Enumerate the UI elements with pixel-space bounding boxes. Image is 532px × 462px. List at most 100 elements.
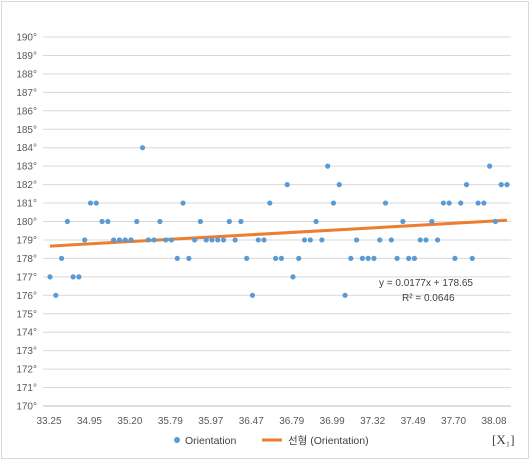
data-point — [301, 237, 308, 243]
data-point — [388, 237, 394, 243]
data-point — [58, 255, 65, 261]
y-axis-ticks: 170° 171° 172° 173° 174° 175° 176° 177° 178° 179°… — [16, 33, 37, 413]
data-point — [192, 237, 198, 243]
data-point — [220, 237, 227, 243]
data-point — [244, 255, 250, 261]
data-point — [406, 255, 412, 261]
data-point — [458, 200, 464, 206]
data-point — [139, 145, 146, 151]
data-point — [116, 237, 123, 243]
data-point — [87, 200, 94, 206]
legend: Orientation 선형 (Orientation) — [174, 435, 369, 447]
y-tick-label: 181° — [16, 199, 37, 210]
data-point — [47, 274, 53, 280]
data-point — [313, 218, 319, 225]
y-tick-label: 189° — [16, 51, 37, 62]
data-point — [249, 292, 256, 298]
data-point — [440, 200, 446, 206]
data-point — [93, 200, 99, 206]
data-point — [452, 255, 458, 261]
data-point — [365, 255, 371, 261]
r-squared-label: R² = 0.0646 — [402, 293, 455, 304]
y-tick-label: 185° — [16, 125, 37, 136]
x-tick-label: 35.79 — [158, 416, 183, 427]
y-tick-label: 187° — [16, 88, 37, 99]
data-point — [359, 255, 365, 261]
x-tick-label: 33.25 — [36, 416, 61, 427]
data-point — [394, 255, 400, 261]
data-points — [47, 145, 510, 298]
data-point — [226, 218, 232, 225]
data-point — [157, 218, 163, 225]
y-tick-label: 178° — [16, 254, 37, 265]
data-point — [296, 255, 302, 261]
data-point — [261, 237, 267, 243]
x-unit-label: [X₁] — [492, 432, 515, 447]
x-tick-label: 35.97 — [198, 416, 223, 427]
data-point — [400, 218, 406, 225]
data-point — [273, 255, 279, 261]
data-point — [186, 255, 192, 261]
data-point — [128, 237, 134, 243]
data-point — [382, 200, 389, 206]
data-point — [492, 218, 499, 225]
y-tick-label: 180° — [16, 217, 37, 228]
data-point — [76, 274, 82, 280]
y-tick-label: 188° — [16, 69, 37, 80]
y-tick-label: 172° — [16, 365, 37, 376]
data-point — [99, 218, 105, 225]
y-tick-label: 170° — [16, 402, 37, 413]
data-point — [278, 255, 284, 261]
data-point — [82, 237, 88, 243]
x-tick-label: 38.08 — [481, 416, 506, 427]
data-point — [197, 218, 204, 225]
x-tick-label: 37.49 — [401, 416, 426, 427]
data-point — [255, 237, 261, 243]
data-point — [267, 200, 273, 206]
data-point — [163, 237, 169, 243]
data-point — [105, 218, 111, 225]
data-point — [134, 218, 140, 225]
data-point — [168, 237, 175, 243]
data-point — [498, 182, 504, 188]
data-point — [325, 163, 331, 169]
y-tick-label: 174° — [16, 328, 37, 339]
data-point — [180, 200, 186, 206]
y-tick-label: 171° — [16, 383, 37, 394]
legend-marker-orientation — [174, 437, 180, 443]
data-point — [336, 182, 342, 188]
data-point — [423, 237, 429, 243]
x-tick-label: 37.32 — [360, 416, 385, 427]
data-point — [70, 274, 76, 280]
data-point — [53, 292, 59, 298]
y-tick-label: 176° — [16, 291, 37, 302]
data-point — [330, 200, 337, 206]
data-point — [151, 237, 157, 243]
data-point — [504, 182, 510, 188]
trend-equation: y = 0.0177x + 178.65 — [379, 278, 473, 289]
data-point — [284, 182, 290, 188]
data-point — [475, 200, 481, 206]
x-tick-label: 35.20 — [117, 416, 142, 427]
data-point — [203, 237, 209, 243]
data-point — [463, 182, 470, 188]
data-point — [342, 292, 348, 298]
legend-label-trendline: 선형 (Orientation) — [288, 435, 369, 447]
x-tick-label: 37.70 — [441, 416, 466, 427]
x-tick-label: 36.47 — [239, 416, 264, 427]
gridlines — [43, 36, 511, 407]
data-point — [145, 237, 151, 243]
data-point — [371, 255, 377, 261]
y-tick-label: 183° — [16, 162, 37, 173]
data-point — [446, 200, 452, 206]
x-tick-label: 34.95 — [77, 416, 102, 427]
data-point — [434, 237, 441, 243]
x-tick-label: 36.99 — [320, 416, 345, 427]
data-point — [417, 237, 423, 243]
data-point — [238, 218, 244, 225]
data-point — [307, 237, 313, 243]
data-point — [290, 274, 296, 280]
data-point — [487, 163, 493, 169]
